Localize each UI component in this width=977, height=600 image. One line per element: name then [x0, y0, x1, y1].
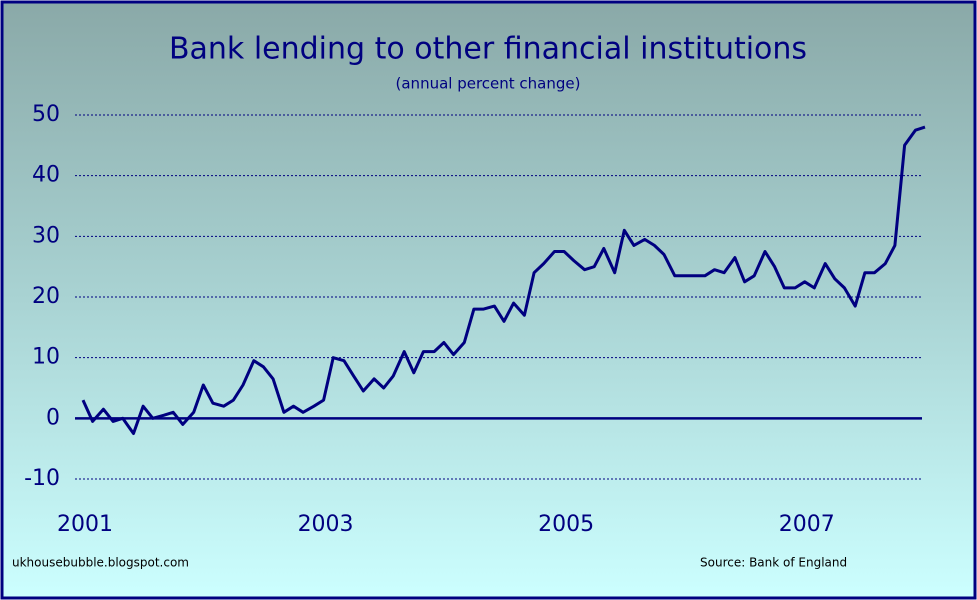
data-line: [81, 125, 926, 435]
y-tick-label: -10: [24, 466, 60, 491]
x-tick-label: 2001: [57, 512, 113, 537]
y-tick-label: 30: [32, 223, 60, 248]
source: Source: Bank of England: [700, 556, 847, 570]
y-tick-label: 20: [32, 284, 60, 309]
credit: ukhousebubble.blogspot.com: [12, 556, 189, 570]
y-tick-label: 10: [32, 345, 60, 370]
y-tick-label: 0: [46, 405, 60, 430]
x-tick-label: 2003: [298, 512, 354, 537]
chart-title: Bank lending to other financial institut…: [169, 32, 807, 67]
y-tick-label: 50: [32, 102, 60, 127]
y-tick-label: 40: [32, 163, 60, 188]
x-tick-label: 2007: [779, 512, 835, 537]
chart-subtitle: (annual percent change): [396, 75, 581, 93]
x-tick-label: 2005: [538, 512, 594, 537]
